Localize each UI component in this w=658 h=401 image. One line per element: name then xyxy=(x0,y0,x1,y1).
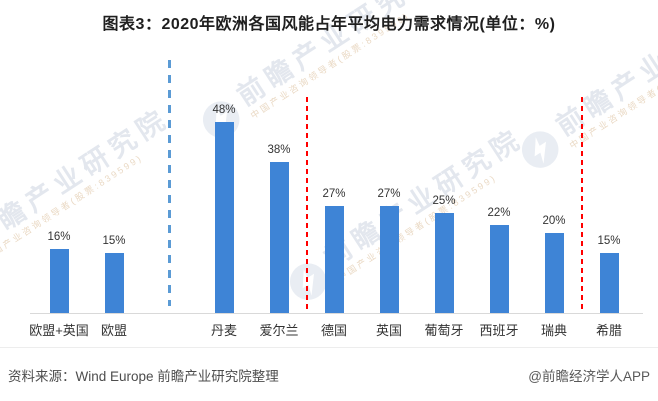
value-label: 48% xyxy=(212,104,236,116)
bar-欧盟+英国 xyxy=(49,249,69,313)
value-label: 27% xyxy=(322,188,346,200)
value-label: 15% xyxy=(102,235,126,247)
bar-欧盟 xyxy=(104,253,124,313)
bar-西班牙 xyxy=(489,225,509,313)
value-label: 22% xyxy=(487,207,511,219)
source-note: 资料来源：Wind Europe 前瞻产业研究院整理 xyxy=(8,369,279,384)
value-label: 20% xyxy=(542,215,566,227)
category-label: 欧盟 xyxy=(100,323,127,338)
value-label: 25% xyxy=(432,195,456,207)
value-label: 16% xyxy=(47,231,71,243)
category-label: 爱尔兰 xyxy=(259,323,299,338)
footer: 资料来源：Wind Europe 前瞻产业研究院整理 @前瞻经济学人APP xyxy=(0,347,658,401)
value-label: 38% xyxy=(267,144,291,156)
bar-瑞典 xyxy=(544,233,564,313)
x-axis-line xyxy=(30,313,643,314)
bar-丹麦 xyxy=(214,122,234,313)
chart-title: 图表3：2020年欧洲各国风能占年平均电力需求情况(单位：%) xyxy=(102,16,556,33)
value-label: 15% xyxy=(597,235,621,247)
divider-dashed-line xyxy=(167,60,171,306)
bar-爱尔兰 xyxy=(269,162,289,313)
category-label: 希腊 xyxy=(595,323,622,338)
category-label: 瑞典 xyxy=(540,323,567,338)
bar-英国 xyxy=(379,206,399,313)
category-label: 丹麦 xyxy=(210,323,237,338)
bar-希腊 xyxy=(599,253,619,313)
category-label: 欧盟+英国 xyxy=(29,323,89,338)
category-label: 西班牙 xyxy=(479,323,519,338)
value-label: 27% xyxy=(377,188,401,200)
divider-dashed-line xyxy=(581,97,583,313)
bar-葡萄牙 xyxy=(434,213,454,313)
category-label: 英国 xyxy=(375,323,402,338)
category-label: 德国 xyxy=(320,323,347,338)
category-label: 葡萄牙 xyxy=(424,323,464,338)
divider-dashed-line xyxy=(306,97,308,313)
bar-德国 xyxy=(324,206,344,313)
credit-note: @前瞻经济学人APP xyxy=(528,369,650,384)
